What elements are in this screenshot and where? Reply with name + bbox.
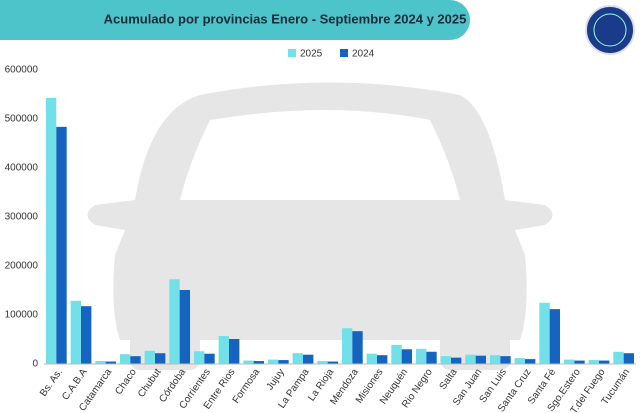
bar: [81, 306, 92, 364]
bar: [525, 359, 536, 364]
legend-swatch: [288, 49, 296, 57]
x-tick-label: Jujuy: [265, 367, 287, 392]
bar: [426, 351, 437, 364]
bar: [588, 360, 599, 364]
legend-label: 2024: [352, 49, 375, 60]
bar: [563, 359, 575, 364]
bar: [229, 339, 240, 364]
y-tick-label: 300000: [5, 212, 39, 223]
chart-title: Acumulado por provincias Enero - Septiem…: [104, 11, 467, 26]
bar: [613, 351, 624, 364]
title-banner: [0, 0, 470, 40]
bar: [70, 300, 81, 364]
bar: [179, 290, 191, 364]
bar: [623, 353, 635, 364]
bar: [500, 356, 511, 364]
bar: [391, 344, 402, 364]
bar: [352, 331, 363, 364]
bar: [292, 353, 303, 364]
bar: [267, 359, 279, 364]
bar: [130, 356, 141, 364]
bar: [119, 354, 131, 364]
bar: [95, 361, 106, 364]
bar: [327, 361, 339, 364]
y-tick-label: 0: [32, 359, 38, 370]
bar: [303, 354, 314, 364]
bar: [401, 349, 413, 364]
y-tick-label: 100000: [5, 310, 39, 321]
bar: [465, 354, 476, 364]
bar: [574, 360, 585, 364]
bar: [415, 348, 427, 364]
bar: [317, 361, 328, 364]
y-tick-label: 500000: [5, 114, 39, 125]
legend-swatch: [340, 49, 348, 57]
bar: [549, 309, 561, 364]
bar: [169, 279, 180, 364]
bar: [440, 356, 451, 364]
legend-label: 2025: [300, 49, 323, 60]
bar: [599, 360, 610, 364]
bar: [341, 328, 353, 364]
bar: [278, 360, 289, 364]
bar: [204, 353, 215, 364]
bar: [366, 353, 377, 364]
bar: [475, 355, 487, 364]
car-silhouette: [87, 82, 553, 370]
bar: [377, 355, 388, 364]
bar: [218, 336, 229, 364]
bar: [451, 357, 462, 364]
x-tick-label: Salta: [438, 367, 460, 392]
bar: [56, 126, 67, 364]
logo: [585, 5, 635, 55]
y-tick-label: 400000: [5, 163, 39, 174]
bar: [193, 351, 205, 364]
bar: [155, 353, 166, 364]
bar: [144, 350, 155, 364]
bar: [489, 355, 501, 364]
y-tick-label: 600000: [5, 65, 39, 76]
x-tick-label: Chaco: [113, 367, 139, 397]
bar: [514, 358, 525, 364]
bar: [45, 97, 57, 365]
bar: [539, 302, 550, 364]
bar: [105, 361, 117, 364]
bar: [253, 361, 265, 364]
y-tick-label: 200000: [5, 261, 39, 272]
bar: [243, 360, 254, 364]
